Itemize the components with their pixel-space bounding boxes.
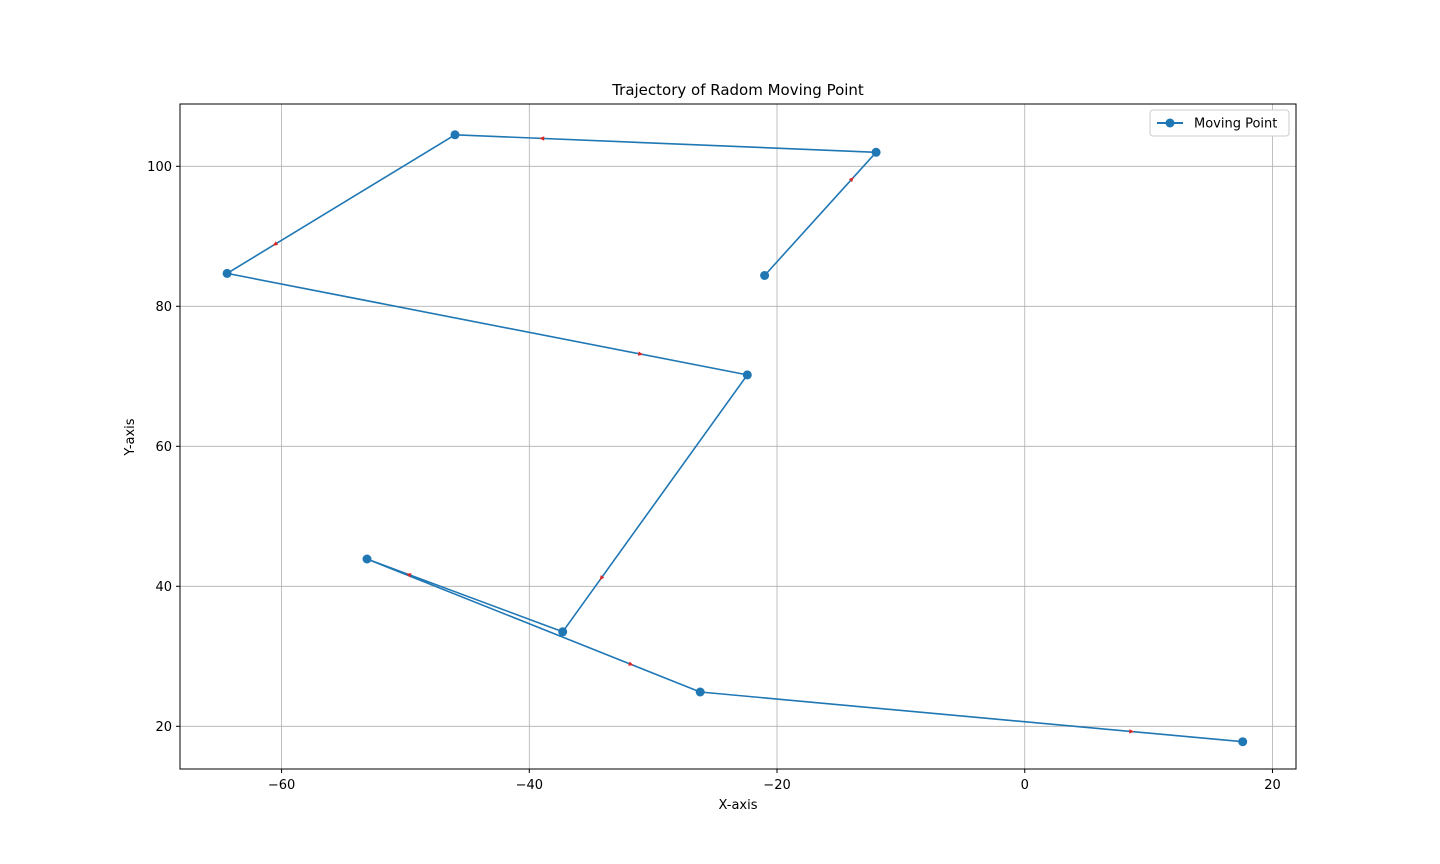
x-tick-label: −40: [516, 778, 543, 793]
data-point-marker: [362, 554, 372, 564]
direction-arrow: [406, 573, 412, 578]
legend-label: Moving Point: [1194, 117, 1277, 132]
data-point-marker: [871, 147, 881, 157]
x-tick-label: −20: [763, 778, 790, 793]
y-axis-ticks: 20 40 60 80 100: [147, 160, 180, 735]
legend-marker-swatch: [1165, 118, 1175, 128]
x-axis-label: X-axis: [719, 798, 758, 813]
x-tick-label: 20: [1264, 778, 1281, 793]
x-tick-label: 0: [1021, 778, 1029, 793]
direction-arrow: [628, 661, 634, 666]
data-point-marker: [760, 271, 770, 280]
x-tick-label: −60: [268, 778, 295, 793]
y-axis-label: Y-axis: [123, 418, 138, 456]
x-axis-ticks: −60 −40 −20 0 20: [268, 769, 1281, 793]
direction-arrows: [272, 136, 1135, 734]
legend-box: [1149, 109, 1290, 137]
y-tick-label: 80: [155, 300, 172, 315]
y-tick-label: 100: [147, 160, 172, 175]
series-moving-point: [222, 130, 1248, 747]
data-point-marker: [450, 130, 460, 140]
data-point-marker: [1238, 737, 1248, 747]
data-point-marker: [742, 370, 752, 380]
data-point-marker: [558, 627, 568, 637]
plot-area-frame: [179, 103, 1297, 770]
y-tick-label: 60: [155, 440, 172, 455]
data-point-marker: [695, 687, 705, 697]
legend: Moving Point: [1149, 109, 1290, 137]
data-point-marker: [222, 268, 232, 278]
direction-arrow: [1129, 729, 1135, 734]
direction-arrow: [599, 575, 605, 581]
direction-arrow: [637, 351, 644, 356]
direction-arrow: [539, 136, 545, 141]
chart-title: Trajectory of Radom Moving Point: [611, 81, 864, 99]
y-tick-label: 20: [155, 720, 172, 735]
direction-arrow: [848, 176, 854, 183]
direction-arrow: [272, 241, 279, 246]
grid-lines: [180, 104, 1296, 769]
y-tick-label: 40: [155, 580, 172, 595]
